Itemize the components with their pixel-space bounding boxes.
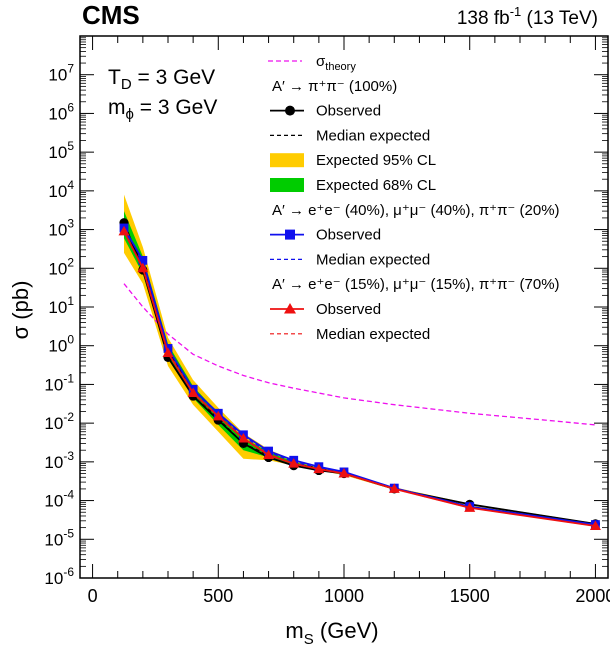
y-tick-label: 10-4 — [44, 488, 74, 511]
data-point — [187, 387, 199, 398]
band-95-expected — [124, 194, 596, 526]
legend-header: A′ → e⁺e⁻ (40%), μ⁺μ⁻ (40%), π⁺π⁻ (20%) — [272, 202, 560, 219]
luminosity-label: 138 fb-1 (13 TeV) — [457, 4, 598, 29]
legend-marker — [285, 105, 295, 116]
legend: σtheory A′ → π⁺π⁻ (100%) Observed Median ex… — [268, 53, 560, 343]
y-tick-label: 106 — [48, 100, 74, 123]
data-point — [237, 433, 249, 443]
legend-header: A′ → π⁺π⁻ (100%) — [272, 78, 397, 95]
y-tick-label: 10-6 — [44, 565, 74, 588]
legend-label: σtheory — [316, 53, 356, 73]
legend-label: Median expected — [316, 251, 430, 268]
legend-marker — [285, 229, 295, 240]
series-group — [118, 218, 601, 531]
data-point — [338, 468, 350, 478]
param-label: TD = 3 GeV — [108, 66, 215, 93]
data-point — [137, 262, 149, 273]
y-tick-label: 107 — [48, 62, 74, 85]
y-axis-label: σ (pb) — [8, 281, 33, 340]
series-line-2 — [123, 227, 596, 526]
expected-bands — [124, 194, 596, 526]
legend-label: Observed — [316, 227, 381, 244]
legend-marker — [284, 303, 296, 314]
data-point — [118, 225, 130, 236]
legend-label: Observed — [316, 103, 381, 120]
data-point — [138, 255, 148, 265]
y-tick-label: 102 — [48, 255, 74, 278]
y-tick-label: 10-3 — [44, 449, 74, 472]
legend-label: Median expected — [316, 127, 430, 144]
y-tick-label: 104 — [48, 178, 74, 201]
legend-band-68 — [270, 178, 304, 192]
param-label: mϕ = 3 GeV — [108, 96, 217, 123]
data-point — [162, 347, 174, 357]
data-point — [464, 502, 476, 512]
x-tick-label: 2000 — [575, 586, 610, 606]
data-point — [589, 520, 601, 531]
data-point — [212, 410, 224, 421]
legend-label: Median expected — [316, 326, 430, 343]
theory-curve — [123, 283, 596, 426]
series-line-3 — [123, 229, 596, 526]
legend-header: A′ → e⁺e⁻ (15%), μ⁺μ⁻ (15%), π⁺π⁻ (70%) — [272, 276, 560, 293]
data-point — [388, 483, 400, 493]
data-point — [263, 449, 275, 460]
y-tick-label: 10-1 — [44, 371, 74, 394]
y-tick-label: 10-5 — [44, 526, 74, 549]
legend-label: Expected 68% CL — [316, 177, 436, 194]
data-point — [288, 458, 300, 468]
x-axis-label: mS (GeV) — [285, 618, 378, 647]
x-tick-label: 500 — [203, 586, 233, 606]
y-tick-label: 101 — [48, 294, 74, 317]
data-point — [313, 463, 325, 474]
legend-label: Expected 95% CL — [316, 152, 436, 169]
theory-line — [123, 283, 596, 426]
parameter-labels: TD = 3 GeV mϕ = 3 GeV — [108, 66, 217, 123]
experiment-label: CMS — [82, 0, 140, 30]
y-tick-label: 105 — [48, 139, 74, 162]
y-tick-label: 10-2 — [44, 410, 74, 433]
axes: 0 500 1000 1500 2000 10-6 10-5 10-4 10-3 10-2 10-1… — [44, 35, 610, 606]
legend-label: Observed — [316, 301, 381, 318]
legend-band-95 — [270, 153, 304, 168]
y-tick-label: 100 — [48, 333, 74, 356]
x-tick-label: 1500 — [450, 586, 490, 606]
x-tick-label: 0 — [88, 586, 98, 606]
x-tick-label: 1000 — [324, 586, 364, 606]
y-tick-label: 103 — [48, 217, 74, 240]
